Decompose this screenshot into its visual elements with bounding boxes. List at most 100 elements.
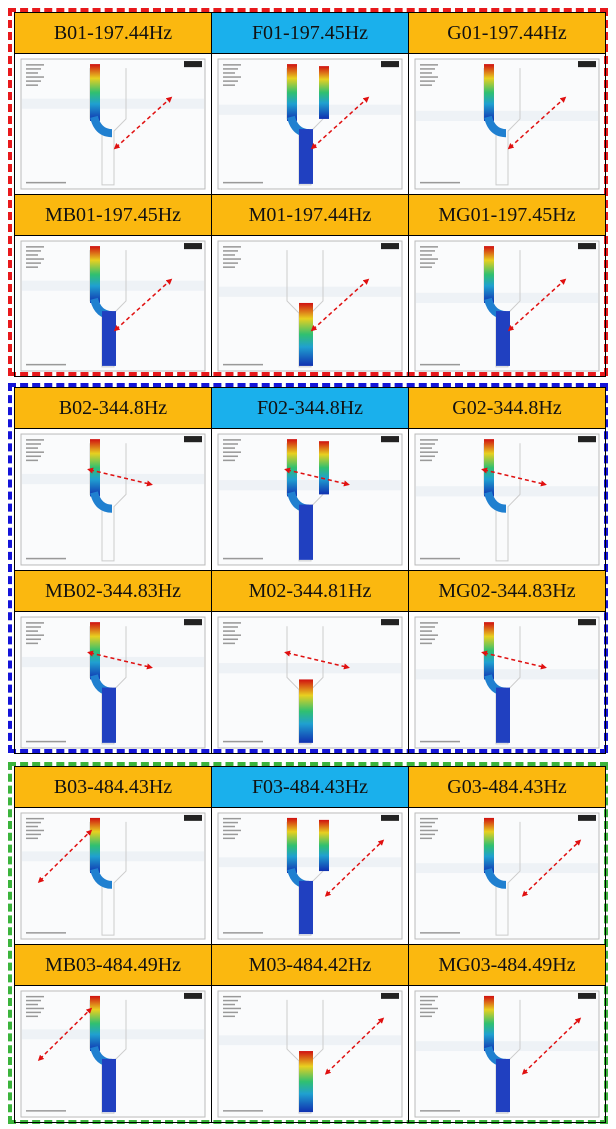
image-frame [415,813,599,939]
panel-label: MG01-197.45Hz [409,195,605,236]
footer-text [26,1110,66,1111]
footer-text [420,558,460,560]
panel-label: G02-344.8Hz [409,388,605,429]
legend-text [26,639,41,641]
legend-text [223,72,235,74]
legend-text [26,456,41,458]
deformed-part [484,622,494,679]
logo [381,993,399,999]
deformed-part [90,64,100,121]
band [416,1041,598,1051]
footer-text [26,364,66,366]
legend-text [223,643,235,645]
panel-label: F01-197.45Hz [212,13,408,54]
panel-cell: MG02-344.83Hz [408,570,606,754]
logo [381,243,399,249]
panel-cell: B02-344.8Hz [14,387,212,571]
footer-text [223,741,263,743]
simulation-image [20,240,206,372]
legend-text [26,626,41,628]
deformed-part [484,996,494,1051]
legend-text [420,1004,432,1005]
legend-text [26,443,41,445]
logo [578,243,596,249]
footer-text [223,558,263,560]
band [416,293,598,303]
legend-text [26,1000,41,1001]
legend-text [26,996,44,997]
figure: B01-197.44HzF01-197.45HzG01-197.44HzMB01… [0,0,616,1129]
panel-cell: B03-484.43Hz [14,766,212,945]
legend-text [26,622,44,624]
legend-text [223,1012,238,1013]
panel-label: MB03-484.49Hz [15,945,211,986]
footer-text [420,1110,460,1111]
legend-text [420,76,438,78]
footer-text [223,364,263,366]
legend-text [223,626,238,628]
legend-text [420,250,435,252]
panel-cell: MG03-484.49Hz [408,944,606,1123]
legend-text [26,826,38,827]
footer-text [223,932,263,933]
group-frame: B02-344.8HzF02-344.8HzG02-344.8HzMB02-34… [8,383,608,753]
image-frame [21,59,205,189]
panel-label: M01-197.44Hz [212,195,408,236]
footer-text [420,741,460,743]
deformed-part [496,311,510,366]
legend-text [223,64,241,66]
legend-text [223,456,238,458]
deformed-part [90,246,100,303]
legend-text [420,68,435,70]
logo [381,815,399,821]
legend-text [420,1008,438,1009]
deformed-part [287,64,297,121]
simulation-image [414,812,600,940]
legend-text [420,64,438,66]
legend-text [26,254,38,256]
band [219,1035,401,1045]
legend-text [420,838,432,839]
deformed-part [287,818,297,873]
legend-text [26,1016,38,1017]
footer-text [26,182,66,184]
legend-text [420,834,435,835]
legend-text [223,838,235,839]
legend-text [420,826,432,827]
legend-text [420,456,435,458]
deformed-part [102,311,116,366]
legend-text [223,254,235,256]
logo [184,243,202,249]
deformed-part [496,688,510,743]
panel-label: B01-197.44Hz [15,13,211,54]
legend-text [26,76,44,78]
simulation-image [414,433,600,566]
legend-text [26,250,41,252]
legend-text [223,630,235,632]
legend-text [26,643,38,645]
legend-text [223,622,241,624]
legend-text [26,64,44,66]
legend-text [420,254,432,256]
simulation-image [20,616,206,749]
simulation-image [217,58,403,190]
simulation-image [20,433,206,566]
deformed-part [484,818,494,873]
logo [578,619,596,625]
legend-text [26,634,44,636]
logo [381,436,399,442]
logo [184,436,202,442]
legend-text [26,1012,41,1013]
legend-text [420,451,438,453]
legend-text [26,72,38,74]
simulation-image [217,240,403,372]
simulation-image [414,58,600,190]
legend-text [420,460,432,462]
legend-text [223,822,238,823]
legend-text [420,622,438,624]
footer-text [26,932,66,933]
legend-text [223,818,241,819]
logo [578,61,596,67]
simulation-image [217,433,403,566]
